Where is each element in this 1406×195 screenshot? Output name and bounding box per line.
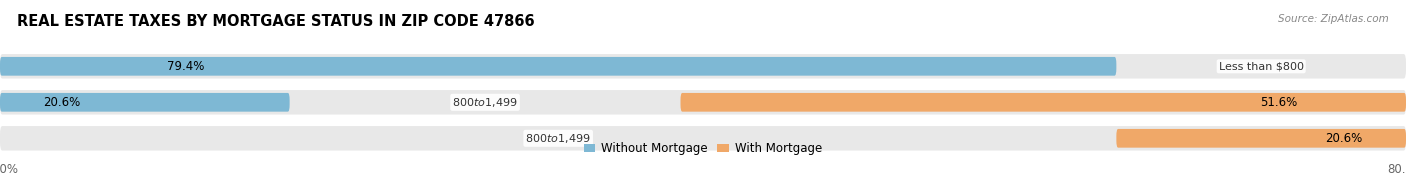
Text: 79.4%: 79.4% (167, 60, 205, 73)
Text: $800 to $1,499: $800 to $1,499 (526, 132, 591, 145)
Text: 51.6%: 51.6% (1260, 96, 1298, 109)
FancyBboxPatch shape (0, 93, 290, 112)
FancyBboxPatch shape (681, 93, 1406, 112)
Text: REAL ESTATE TAXES BY MORTGAGE STATUS IN ZIP CODE 47866: REAL ESTATE TAXES BY MORTGAGE STATUS IN … (17, 14, 534, 29)
Text: $800 to $1,499: $800 to $1,499 (453, 96, 517, 109)
FancyBboxPatch shape (1116, 129, 1406, 148)
FancyBboxPatch shape (0, 126, 1406, 151)
Text: 20.6%: 20.6% (1326, 132, 1362, 145)
FancyBboxPatch shape (0, 57, 1116, 76)
Text: Less than $800: Less than $800 (1219, 61, 1303, 71)
Text: Source: ZipAtlas.com: Source: ZipAtlas.com (1278, 14, 1389, 24)
FancyBboxPatch shape (0, 54, 1406, 79)
FancyBboxPatch shape (0, 90, 1406, 114)
Legend: Without Mortgage, With Mortgage: Without Mortgage, With Mortgage (579, 137, 827, 160)
Text: 20.6%: 20.6% (44, 96, 80, 109)
